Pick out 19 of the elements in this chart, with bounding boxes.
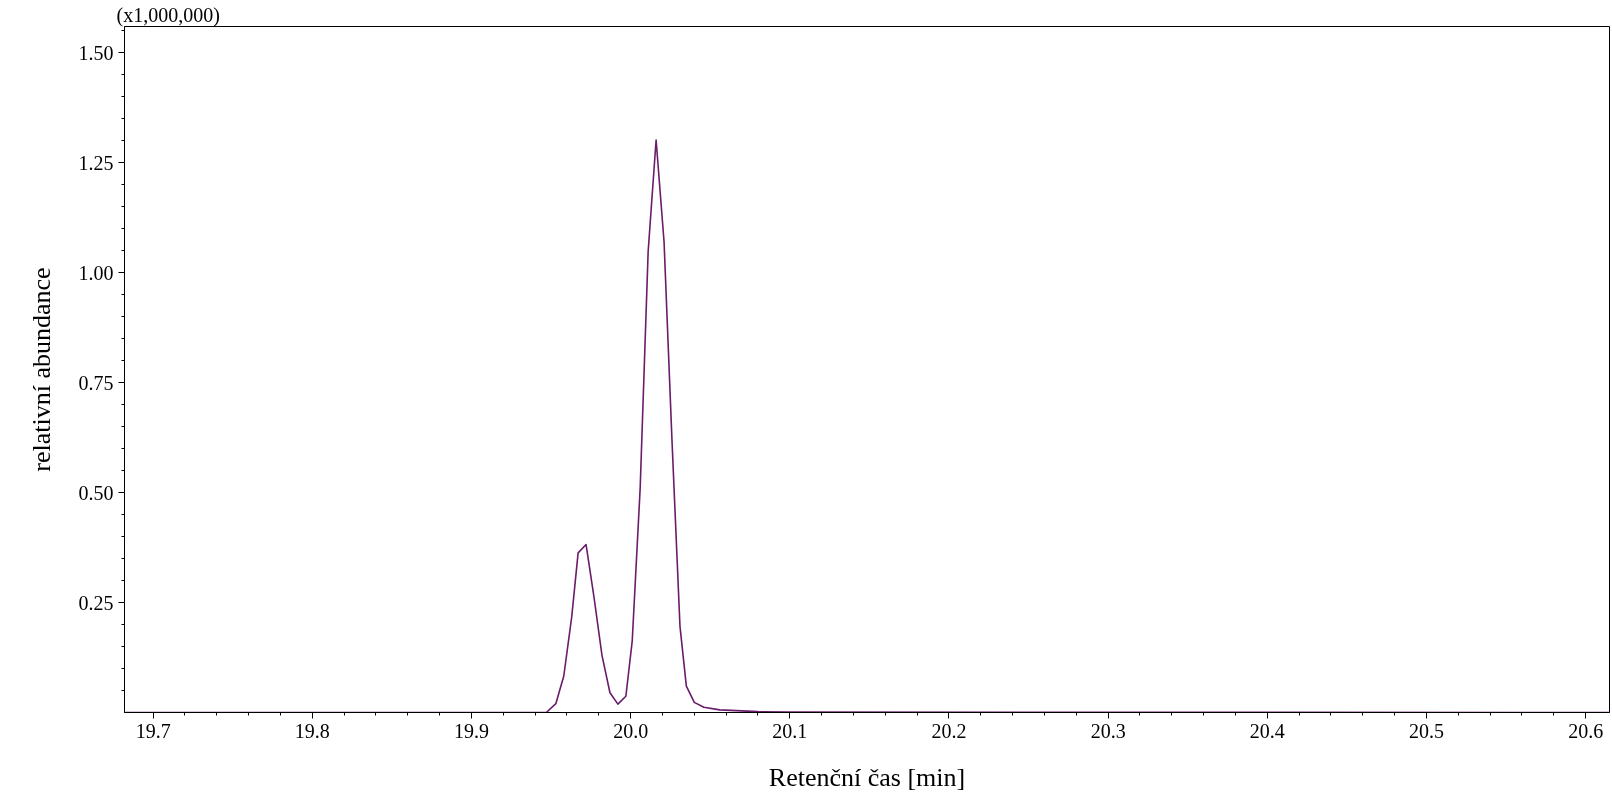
x-axis-title: Retenční čas [min] (768, 762, 966, 792)
y-tick-label: 1.50 (78, 41, 114, 64)
x-tick-label: 19.8 (294, 719, 330, 742)
x-tick-label: 20.3 (1090, 719, 1126, 742)
x-tick-label: 19.7 (135, 719, 171, 742)
y-tick-label: 1.00 (78, 261, 114, 284)
y-tick-label: 0.25 (78, 591, 114, 614)
x-tick-label: 20.5 (1408, 719, 1444, 742)
x-tick-label: 20.1 (772, 719, 808, 742)
x-tick-label: 20.2 (931, 719, 967, 742)
x-tick-label: 20.4 (1249, 719, 1285, 742)
y-axis-title: relativní abundance (26, 267, 56, 472)
y-tick-label: 1.25 (78, 151, 114, 174)
x-tick-label: 20.6 (1568, 719, 1604, 742)
x-tick-label: 19.9 (453, 719, 489, 742)
y-tick-label: 0.75 (78, 371, 114, 394)
x-tick-label: 20.0 (613, 719, 649, 742)
text: (x1,000,000) (116, 3, 220, 27)
y-tick-label: 0.50 (78, 481, 114, 504)
